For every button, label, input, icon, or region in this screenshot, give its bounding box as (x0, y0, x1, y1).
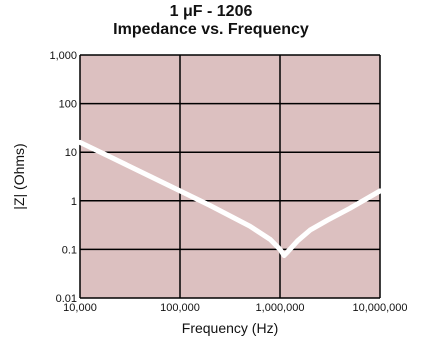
x-tick-labels: 10,000 100,000 1,000,000 10,000,000 (63, 302, 407, 314)
x-tick-label: 1,000,000 (256, 302, 305, 314)
x-tick-label: 10,000,000 (352, 302, 407, 314)
x-tick-label: 10,000 (63, 302, 97, 314)
x-tick-label: 100,000 (160, 302, 200, 314)
chart-subtitle: Impedance vs. Frequency (113, 21, 309, 38)
impedance-curve (77, 139, 383, 258)
series-group (77, 139, 383, 258)
chart-title: 1 μF - 1206 (169, 3, 253, 20)
y-tick-label: 10 (65, 147, 77, 159)
y-axis-label: |Z| (Ohms) (11, 143, 27, 209)
plot-area (80, 55, 380, 298)
y-tick-label: 0.01 (56, 293, 77, 305)
grid-lines (79, 54, 381, 299)
y-tick-label: 1,000 (49, 50, 77, 62)
y-tick-label: 1 (71, 196, 77, 208)
y-tick-label: 0.1 (62, 244, 77, 256)
y-tick-labels: 0.01 0.1 1 10 100 1,000 (49, 50, 77, 305)
x-axis-label: Frequency (Hz) (182, 320, 278, 336)
y-tick-label: 100 (59, 99, 77, 111)
